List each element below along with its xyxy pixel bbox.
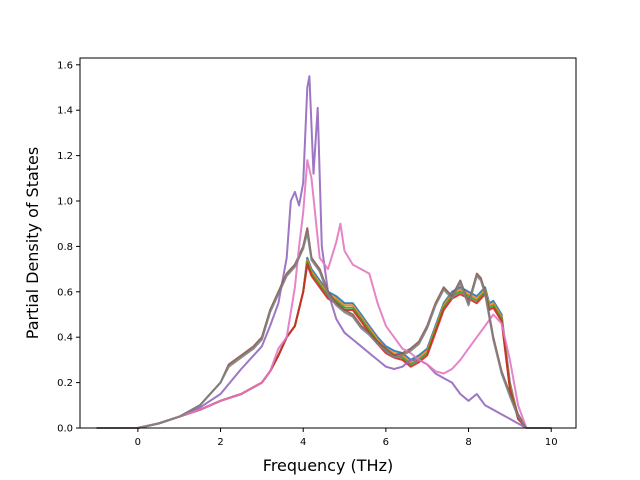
y-tick-label: 0.2 xyxy=(57,378,73,389)
y-tick-label: 1.2 xyxy=(57,151,73,162)
x-tick-label: 6 xyxy=(383,437,389,448)
y-tick-label: 0.8 xyxy=(57,242,73,253)
y-tick-label: 1.4 xyxy=(57,106,73,117)
series-layer xyxy=(96,75,552,429)
x-axis: 0 2 4 6 8 10 xyxy=(135,428,558,448)
x-axis-label: Frequency (THz) xyxy=(263,456,393,475)
x-tick-label: 0 xyxy=(135,437,141,448)
x-tick-label: 10 xyxy=(545,437,558,448)
x-tick-label: 2 xyxy=(217,437,223,448)
series-line-6 xyxy=(96,227,552,429)
plot-frame xyxy=(79,57,577,429)
y-tick-label: 0.4 xyxy=(57,333,73,344)
y-axis: 0.0 0.2 0.4 0.6 0.8 1.0 1.2 1.4 1.6 xyxy=(57,60,80,435)
y-axis-label: Partial Density of States xyxy=(23,147,42,339)
series-line-7 xyxy=(96,159,552,429)
x-tick-label: 4 xyxy=(300,437,306,448)
y-tick-label: 1.6 xyxy=(57,60,73,71)
y-tick-label: 0.0 xyxy=(57,424,73,435)
x-tick-label: 8 xyxy=(465,437,471,448)
series-line-8 xyxy=(96,231,552,429)
y-tick-label: 0.6 xyxy=(57,287,73,298)
y-tick-label: 1.0 xyxy=(57,197,73,208)
series-line-5 xyxy=(96,75,552,429)
